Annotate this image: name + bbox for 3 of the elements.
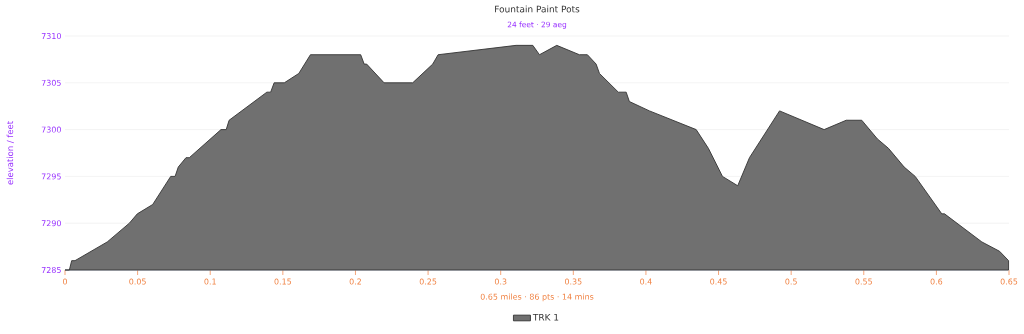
legend-label: TRK 1 bbox=[532, 313, 559, 321]
y-axis-title: elevation / feet bbox=[6, 121, 14, 185]
chart-title: Fountain Paint Pots bbox=[495, 5, 580, 13]
